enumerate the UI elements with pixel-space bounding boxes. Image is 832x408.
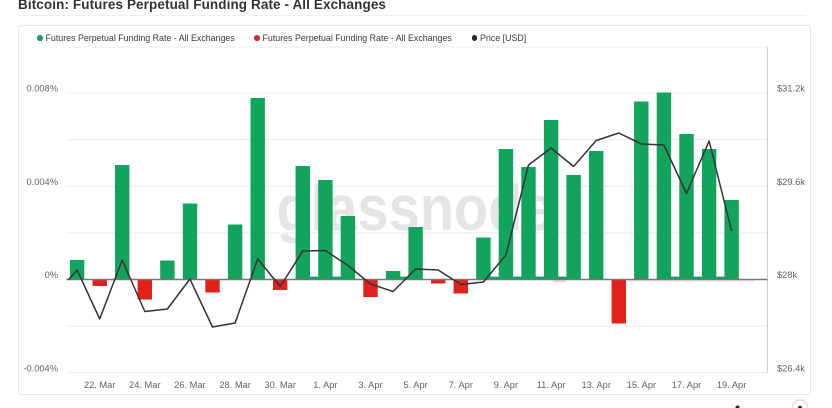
svg-text:3. Apr: 3. Apr: [358, 380, 382, 390]
svg-text:9. Apr: 9. Apr: [494, 380, 518, 390]
svg-text:$26.4k: $26.4k: [777, 363, 805, 373]
svg-text:0.004%: 0.004%: [26, 177, 58, 187]
svg-text:17. Apr: 17. Apr: [672, 380, 701, 390]
svg-text:5. Apr: 5. Apr: [403, 380, 427, 390]
svg-text:1. Apr: 1. Apr: [313, 380, 337, 390]
svg-text:26. Mar: 26. Mar: [174, 380, 206, 390]
svg-text:0%: 0%: [45, 270, 58, 280]
svg-text:28. Mar: 28. Mar: [219, 380, 251, 390]
svg-text:15. Apr: 15. Apr: [627, 380, 656, 390]
svg-text:22. Mar: 22. Mar: [84, 380, 116, 390]
svg-text:$31.2k: $31.2k: [777, 84, 805, 94]
svg-text:-0.004%: -0.004%: [23, 363, 58, 373]
svg-text:7. Apr: 7. Apr: [449, 380, 473, 390]
svg-text:$29.6k: $29.6k: [777, 177, 805, 187]
svg-text:11. Apr: 11. Apr: [537, 380, 566, 390]
svg-text:0.008%: 0.008%: [26, 84, 58, 94]
svg-text:19. Apr: 19. Apr: [717, 380, 746, 390]
svg-text:$28k: $28k: [777, 270, 798, 280]
svg-text:13. Apr: 13. Apr: [581, 380, 610, 390]
svg-text:30. Mar: 30. Mar: [264, 380, 296, 390]
svg-text:24. Mar: 24. Mar: [129, 380, 161, 390]
